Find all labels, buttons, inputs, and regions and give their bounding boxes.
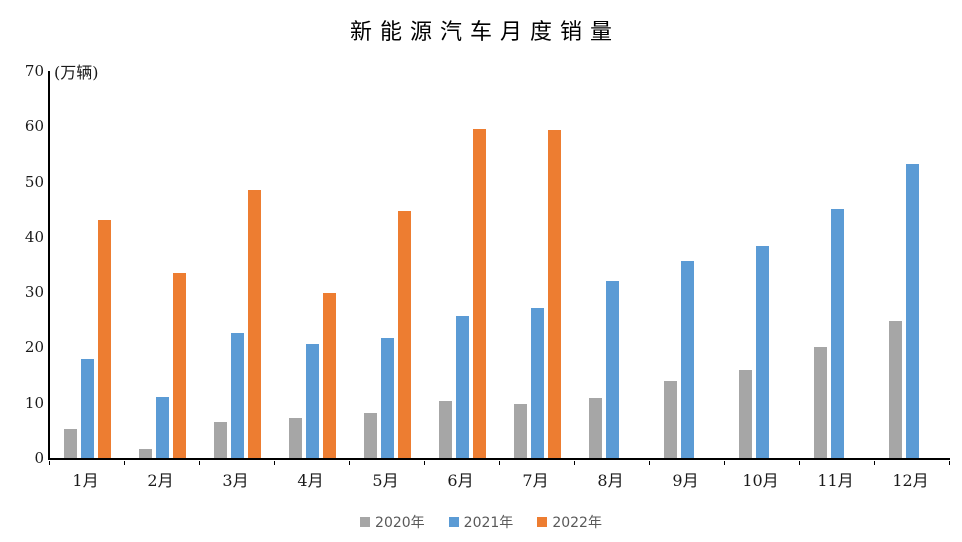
x-axis-label: 9月 — [672, 471, 699, 490]
legend-swatch — [448, 517, 459, 527]
bar-2020年-2月 — [139, 449, 152, 458]
bar-2021年-1月 — [81, 359, 94, 458]
x-axis-label: 5月 — [372, 471, 399, 490]
bar-2020年-3月 — [214, 422, 227, 458]
bar-2022年-3月 — [248, 190, 261, 458]
x-axis-label: 10月 — [742, 471, 779, 490]
chart-title: 新能源汽车月度销量 — [349, 20, 620, 45]
x-axis-label: 1月 — [72, 471, 99, 490]
y-axis-tick-label: 70 — [24, 62, 44, 80]
x-axis-label: 6月 — [447, 471, 474, 490]
bar-2021年-2月 — [156, 397, 169, 458]
y-axis-tick-label: 10 — [24, 393, 44, 412]
legend-label: 2022年 — [552, 515, 602, 531]
x-axis-label: 12月 — [892, 471, 929, 490]
bar-2021年-7月 — [531, 308, 544, 458]
x-axis-tick-mark — [49, 460, 50, 465]
bar-group-6月 — [425, 71, 500, 458]
x-axis-tick-mark — [274, 460, 275, 465]
bar-2021年-9月 — [681, 260, 694, 458]
legend-swatch — [360, 517, 371, 527]
bar-group-5月 — [350, 71, 425, 458]
bar-2020年-6月 — [439, 400, 452, 458]
x-axis-tick-mark — [499, 460, 500, 465]
y-axis-tick-label: 50 — [24, 172, 44, 191]
y-axis-tick-label: 30 — [24, 283, 44, 302]
bar-2020年-5月 — [364, 412, 377, 458]
y-axis-tick-label: 0 — [34, 449, 44, 467]
bar-2020年-7月 — [514, 403, 527, 458]
x-axis-tick-mark — [874, 460, 875, 465]
x-axis-tick-mark — [724, 460, 725, 465]
bar-2021年-11月 — [831, 209, 844, 458]
y-axis-tick-label: 40 — [24, 227, 44, 246]
legend-label: 2020年 — [375, 515, 425, 531]
bar-2021年-10月 — [756, 246, 769, 458]
x-axis-label: 11月 — [817, 471, 854, 490]
legend: 2020年 2021年 2022年 — [0, 512, 962, 532]
bar-group-9月 — [650, 71, 725, 458]
y-axis-tick-label: 20 — [24, 338, 44, 357]
x-axis-tick-mark — [424, 460, 425, 465]
bar-group-1月 — [50, 71, 125, 458]
bar-group-10月 — [725, 71, 800, 458]
y-axis-tick-label: 60 — [24, 117, 44, 136]
bar-2022年-7月 — [548, 130, 561, 458]
bar-2021年-5月 — [381, 338, 394, 458]
plot-area: 0 10 20 30 40 50 60 70 — [25, 63, 950, 466]
bar-2020年-4月 — [289, 418, 302, 458]
bar-2020年-12月 — [889, 320, 902, 458]
bar-2021年-3月 — [231, 333, 244, 458]
x-axis-tick-mark — [199, 460, 200, 465]
legend-item-2021年: 2021年 — [448, 512, 514, 532]
bar-group-12月 — [875, 71, 950, 458]
x-axis-tick-mark — [799, 460, 800, 465]
bar-2021年-6月 — [456, 316, 469, 458]
bar-2020年-10月 — [739, 369, 752, 458]
x-axis-tick-mark — [649, 460, 650, 465]
bar-2021年-4月 — [306, 344, 319, 458]
bar-2022年-6月 — [473, 128, 486, 458]
bar-2021年-12月 — [906, 164, 919, 458]
x-axis-label: 4月 — [297, 471, 324, 490]
bar-2020年-9月 — [664, 381, 677, 458]
bar-group-8月 — [575, 71, 650, 458]
x-axis-tick-mark — [349, 460, 350, 465]
legend-swatch — [537, 517, 548, 527]
x-axis-label: 8月 — [597, 471, 624, 490]
bar-2020年-8月 — [589, 397, 602, 458]
x-axis-tick-mark — [124, 460, 125, 465]
bar-2020年-1月 — [64, 429, 77, 458]
bar-2021年-8月 — [606, 280, 619, 458]
bar-2022年-5月 — [398, 210, 411, 458]
bar-group-11月 — [800, 71, 875, 458]
x-axis-tick-mark — [574, 460, 575, 465]
bar-group-3月 — [200, 71, 275, 458]
bar-2022年-4月 — [323, 292, 336, 458]
bar-group-7月 — [500, 71, 575, 458]
bar-2022年-1月 — [98, 219, 111, 458]
legend-label: 2021年 — [463, 515, 514, 531]
bar-group-2月 — [125, 71, 200, 458]
x-axis-tick-mark — [949, 460, 950, 465]
x-axis-label: 7月 — [522, 471, 549, 490]
y-axis-unit-label: (万辆) — [54, 63, 99, 82]
legend-item-2020年: 2020年 — [360, 512, 425, 532]
x-axis-label: 3月 — [222, 471, 249, 490]
bar-group-4月 — [275, 71, 350, 458]
bar-2020年-11月 — [814, 347, 827, 458]
legend-item-2022年: 2022年 — [537, 512, 602, 532]
bar-2022年-2月 — [173, 273, 186, 458]
x-axis-label: 2月 — [147, 471, 174, 490]
